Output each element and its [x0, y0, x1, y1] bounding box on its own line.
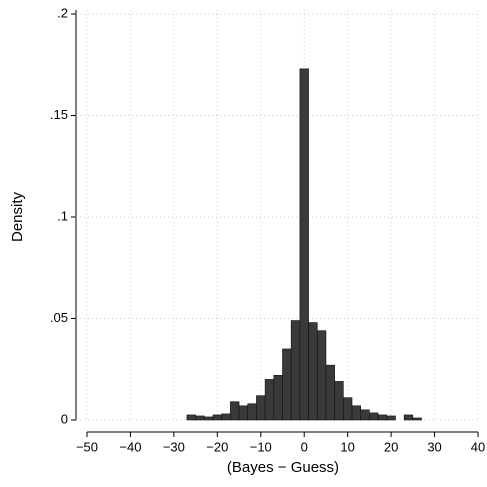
- bar: [195, 415, 205, 421]
- bar: [204, 416, 214, 421]
- bar: [221, 413, 231, 421]
- y-tick-label: .15: [50, 107, 68, 122]
- y-axis-title: Density: [9, 191, 26, 242]
- bar: [212, 414, 222, 421]
- bar: [334, 381, 344, 421]
- y-tick-label: 0: [61, 411, 68, 426]
- bar: [360, 409, 370, 421]
- bar: [412, 417, 422, 421]
- bar: [377, 414, 388, 421]
- bar: [290, 320, 301, 421]
- bar: [308, 322, 318, 421]
- x-tick-label: 10: [340, 439, 354, 454]
- bar: [351, 405, 361, 421]
- bar: [386, 415, 396, 421]
- bar: [264, 379, 275, 421]
- x-tick-label: 40: [471, 439, 485, 454]
- bar: [343, 397, 353, 421]
- x-tick-label: −40: [119, 439, 141, 454]
- y-tick-label: .2: [57, 5, 68, 20]
- x-tick-label: −20: [206, 439, 228, 454]
- bar: [325, 364, 335, 421]
- x-axis-title: (Bayes − Guess): [227, 459, 339, 476]
- x-tick-label: 30: [427, 439, 441, 454]
- x-tick-label: 20: [384, 439, 398, 454]
- bar: [369, 412, 379, 421]
- bar: [230, 401, 240, 421]
- bar: [282, 348, 292, 421]
- bar: [273, 375, 283, 421]
- bar: [247, 403, 257, 421]
- x-tick-label: 0: [301, 439, 308, 454]
- bar: [316, 330, 327, 421]
- x-tick-label: −50: [76, 439, 98, 454]
- y-tick-label: .1: [57, 208, 68, 223]
- x-tick-label: −30: [163, 439, 185, 454]
- bar: [299, 68, 309, 421]
- bar: [238, 405, 249, 421]
- y-tick-label: .05: [50, 310, 68, 325]
- x-tick-label: −10: [250, 439, 272, 454]
- bar: [403, 414, 414, 421]
- bar: [186, 414, 196, 421]
- bar: [256, 395, 266, 421]
